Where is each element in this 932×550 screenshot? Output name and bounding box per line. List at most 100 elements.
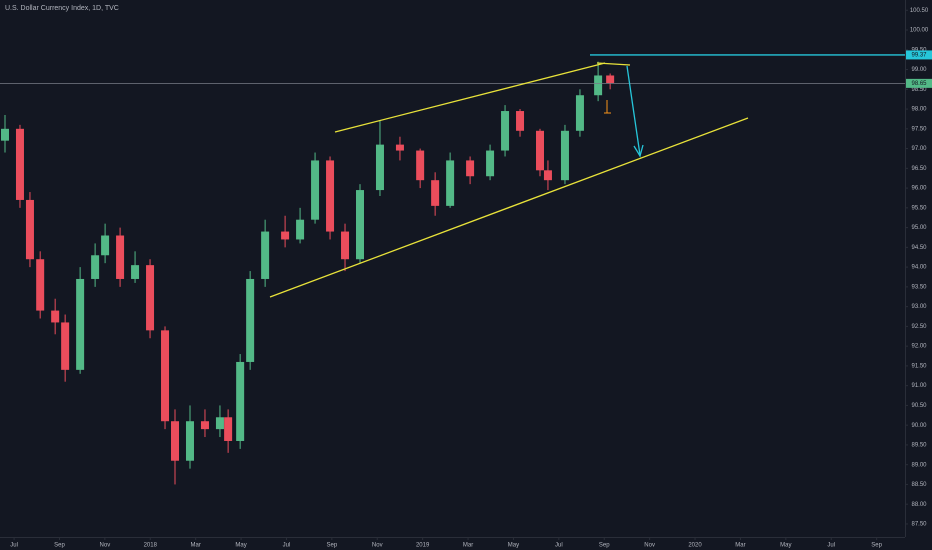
x-tick-label: Sep: [871, 543, 882, 549]
candle-body: [486, 150, 495, 177]
y-tick-label: 100.50: [910, 8, 929, 14]
candle-body: [25, 199, 34, 260]
y-tick-label: 94.50: [911, 245, 927, 251]
x-tick-label: Mar: [190, 543, 200, 549]
x-tick-label: Mar: [463, 543, 473, 549]
y-tick-label: 98.00: [911, 107, 927, 113]
x-tick-label: Jul: [555, 543, 563, 549]
y-tick-label: 92.50: [911, 324, 927, 330]
y-tick-label: 99.00: [911, 67, 927, 73]
candle-body: [606, 75, 615, 84]
candle-body: [215, 417, 224, 430]
candle-body: [185, 421, 194, 461]
candle-body: [36, 259, 45, 311]
candle-body: [261, 231, 270, 279]
candle-body: [246, 278, 255, 362]
channel-lower: [269, 117, 749, 298]
plot: [0, 54, 905, 485]
x-tick-label: Jul: [827, 543, 835, 549]
candle-body: [516, 111, 525, 131]
candle-body: [536, 130, 545, 171]
y-tick-label: 98.50: [911, 87, 927, 93]
x-tick-label: Nov: [644, 543, 655, 549]
candle-body: [0, 128, 9, 141]
price-label: 98.65: [911, 81, 927, 87]
candle-body: [200, 421, 209, 430]
candle-body: [61, 322, 70, 370]
x-tick-label: Sep: [327, 543, 338, 549]
y-tick-label: 93.50: [911, 284, 927, 290]
y-tick-label: 95.00: [911, 225, 927, 231]
y-tick-label: 89.50: [911, 443, 927, 449]
x-tick-label: Mar: [735, 543, 745, 549]
y-tick-label: 92.00: [911, 344, 927, 350]
candle-body: [395, 144, 404, 151]
y-tick-label: 90.50: [911, 403, 927, 409]
top-marker: [596, 62, 631, 66]
x-tick-label: Sep: [599, 543, 610, 549]
x-tick-label: 2019: [416, 543, 430, 549]
candle-body: [341, 231, 350, 260]
drawings: [269, 62, 749, 298]
candle-body: [356, 190, 365, 260]
candle-body: [15, 128, 24, 200]
y-tick-label: 96.50: [911, 166, 927, 172]
x-tick-label: May: [780, 543, 791, 549]
arrow-head: [633, 144, 644, 158]
candle-body: [236, 361, 245, 441]
y-tick-label: 100.00: [910, 28, 929, 34]
y-tick-label: 88.50: [911, 482, 927, 488]
x-tick-label: May: [235, 543, 246, 549]
channel-upper: [334, 62, 606, 133]
y-tick-label: 89.00: [911, 462, 927, 468]
candle-body: [560, 130, 569, 181]
y-tick-label: 95.50: [911, 205, 927, 211]
y-tick-label: 91.50: [911, 363, 927, 369]
candle-body: [416, 150, 425, 181]
candle-body: [326, 160, 335, 232]
y-tick-label: 97.00: [911, 146, 927, 152]
x-tick-label: Sep: [54, 543, 65, 549]
price-label-box: [906, 50, 932, 60]
y-tick-label: 90.00: [911, 423, 927, 429]
candle-body: [543, 170, 552, 181]
x-tick-label: 2018: [144, 543, 158, 549]
x-tick-label: Nov: [100, 543, 111, 549]
candle-body: [161, 330, 170, 422]
candle-body: [446, 160, 455, 206]
candle-body: [171, 421, 180, 461]
y-tick-label: 99.50: [911, 47, 927, 53]
candle-body: [311, 160, 320, 220]
candle-body: [431, 180, 440, 206]
y-tick-label: 87.50: [911, 522, 927, 528]
candle-body: [501, 111, 510, 151]
x-tick-label: Jul: [283, 543, 291, 549]
arrow-shaft: [626, 65, 641, 156]
y-tick-label: 97.50: [911, 126, 927, 132]
candle-body: [375, 144, 384, 191]
chart-title: U.S. Dollar Currency Index, 1D, TVC: [5, 5, 119, 12]
candle-body: [594, 75, 603, 96]
price-label-box: [906, 78, 932, 88]
y-tick-label: 96.00: [911, 186, 927, 192]
candle-body: [76, 278, 85, 370]
x-tick-label: Nov: [372, 543, 383, 549]
candle-body: [296, 219, 305, 240]
candle-body: [575, 95, 584, 131]
y-tick-label: 91.00: [911, 383, 927, 389]
y-tick-label: 94.00: [911, 265, 927, 271]
marker: [604, 100, 611, 114]
x-tick-label: 2020: [688, 543, 702, 549]
candle-body: [131, 265, 140, 279]
candle-body: [51, 310, 60, 323]
price-label: 99.37: [911, 53, 927, 59]
candle-body: [91, 255, 100, 279]
candle-body: [466, 160, 475, 177]
candle-body: [146, 265, 155, 331]
candle-body: [101, 235, 110, 256]
x-tick-label: May: [508, 543, 519, 549]
candle-body: [281, 231, 290, 240]
y-tick-label: 93.00: [911, 304, 927, 310]
